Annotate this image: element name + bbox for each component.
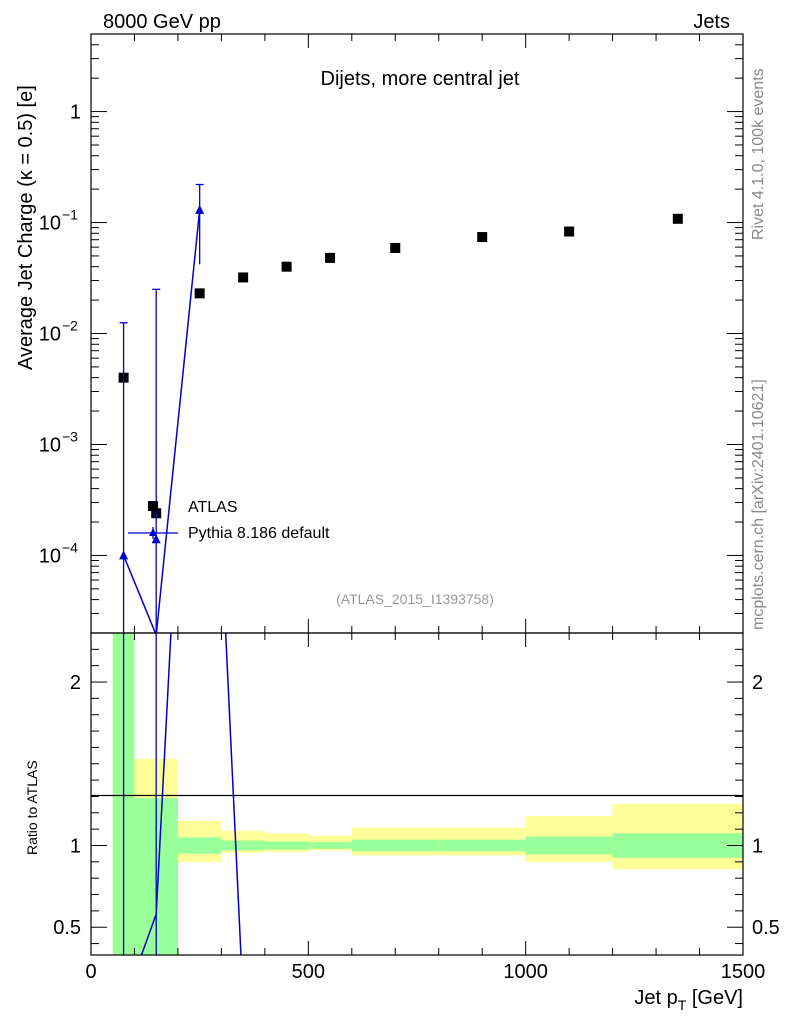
ratio-axis-title: Ratio to ATLAS <box>24 760 40 855</box>
pythia-series-line <box>122 209 201 633</box>
ratio-tick-labels: 0.5 0.5 1 1 2 2 <box>53 672 780 939</box>
atlas-data-point <box>477 232 488 243</box>
atlas-data-point <box>672 213 683 224</box>
atlas-data-point <box>325 252 336 263</box>
x-axis-title: Jet pT [GeV] <box>634 987 743 1013</box>
atlas-data-point <box>194 288 205 299</box>
y-tick-label-exponent: −4 <box>62 539 78 555</box>
ratio-band-stat <box>177 837 222 854</box>
mcplots-source-label: mcplots.cern.ch [arXiv:2401.10621] <box>750 379 767 630</box>
ratio-panel-frame <box>90 632 744 956</box>
x-tick-label: 500 <box>292 961 325 983</box>
ratio-band-stat <box>351 839 439 852</box>
pythia-data-point <box>195 204 205 214</box>
atlas-data-point <box>564 226 575 237</box>
main-panel-frame <box>90 33 744 634</box>
ratio-band-stat <box>308 842 352 849</box>
y-tick-label-exponent: −2 <box>62 318 78 334</box>
ratio-band-stat <box>438 839 526 852</box>
x-tick-labels: 0 500 1000 1500 <box>85 961 765 983</box>
category-label: Jets <box>693 11 730 33</box>
y-tick-label: 10 <box>39 545 61 567</box>
x-tick-label: 1500 <box>721 961 766 983</box>
ratio-tick-label: 1 <box>70 835 81 857</box>
legend: ATLAS Pythia 8.186 default <box>128 499 330 542</box>
y-tick-label: 10 <box>39 434 61 456</box>
y-tick-label: 1 <box>70 102 81 124</box>
legend-label-pythia: Pythia 8.186 default <box>188 525 330 542</box>
ratio-tick-label-right: 0.5 <box>752 917 780 939</box>
y-tick-label-exponent: −1 <box>62 207 78 223</box>
x-tick-label: 0 <box>85 961 96 983</box>
y-tick-label-exponent: −3 <box>62 428 78 444</box>
ratio-band-stat <box>612 833 743 858</box>
ratio-tick-label-right: 1 <box>752 835 763 857</box>
ratio-band-stat <box>264 841 309 850</box>
plot-title: Dijets, more central jet <box>321 68 520 90</box>
y-axis-title: Average Jet Charge (κ = 0.5) [e] <box>15 85 37 370</box>
x-tick-label: 1000 <box>503 961 548 983</box>
legend-marker-pythia <box>149 528 157 536</box>
atlas-data-point <box>238 272 249 283</box>
atlas-data-point <box>390 242 401 253</box>
energy-label: 8000 GeV pp <box>103 11 221 33</box>
ratio-tick-label: 2 <box>70 672 81 694</box>
pythia-data-point <box>151 534 161 544</box>
ratio-plot-data <box>122 633 242 955</box>
pythia-data-point <box>119 550 129 560</box>
axis-ticks <box>90 33 744 955</box>
ratio-tick-label-right: 2 <box>752 672 763 694</box>
y-tick-label: 10 <box>39 324 61 346</box>
ratio-band-stat <box>525 836 613 855</box>
y-tick-label: 10 <box>39 213 61 235</box>
rivet-version-label: Rivet 4.1.0, 100k events <box>750 68 767 240</box>
atlas-data-point <box>281 261 292 272</box>
ratio-band-stat <box>221 840 265 851</box>
y-tick-labels: 10 −410 −310 −210 −11 <box>39 102 81 568</box>
legend-marker-atlas <box>148 501 158 511</box>
analysis-id: (ATLAS_2015_I1393758) <box>336 591 494 607</box>
main-plot-data <box>118 183 683 633</box>
ratio-uncertainty-bands <box>112 633 743 955</box>
ratio-tick-label: 0.5 <box>53 917 81 939</box>
legend-label-atlas: ATLAS <box>188 499 238 516</box>
